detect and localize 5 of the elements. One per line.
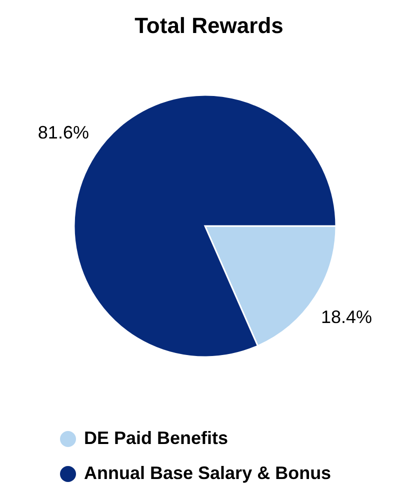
chart-title: Total Rewards: [134, 13, 284, 38]
legend-label: DE Paid Benefits: [84, 428, 228, 448]
data-label: 81.6%: [38, 122, 89, 142]
data-label: 18.4%: [321, 307, 372, 328]
legend-label: Annual Base Salary & Bonus: [84, 462, 332, 483]
